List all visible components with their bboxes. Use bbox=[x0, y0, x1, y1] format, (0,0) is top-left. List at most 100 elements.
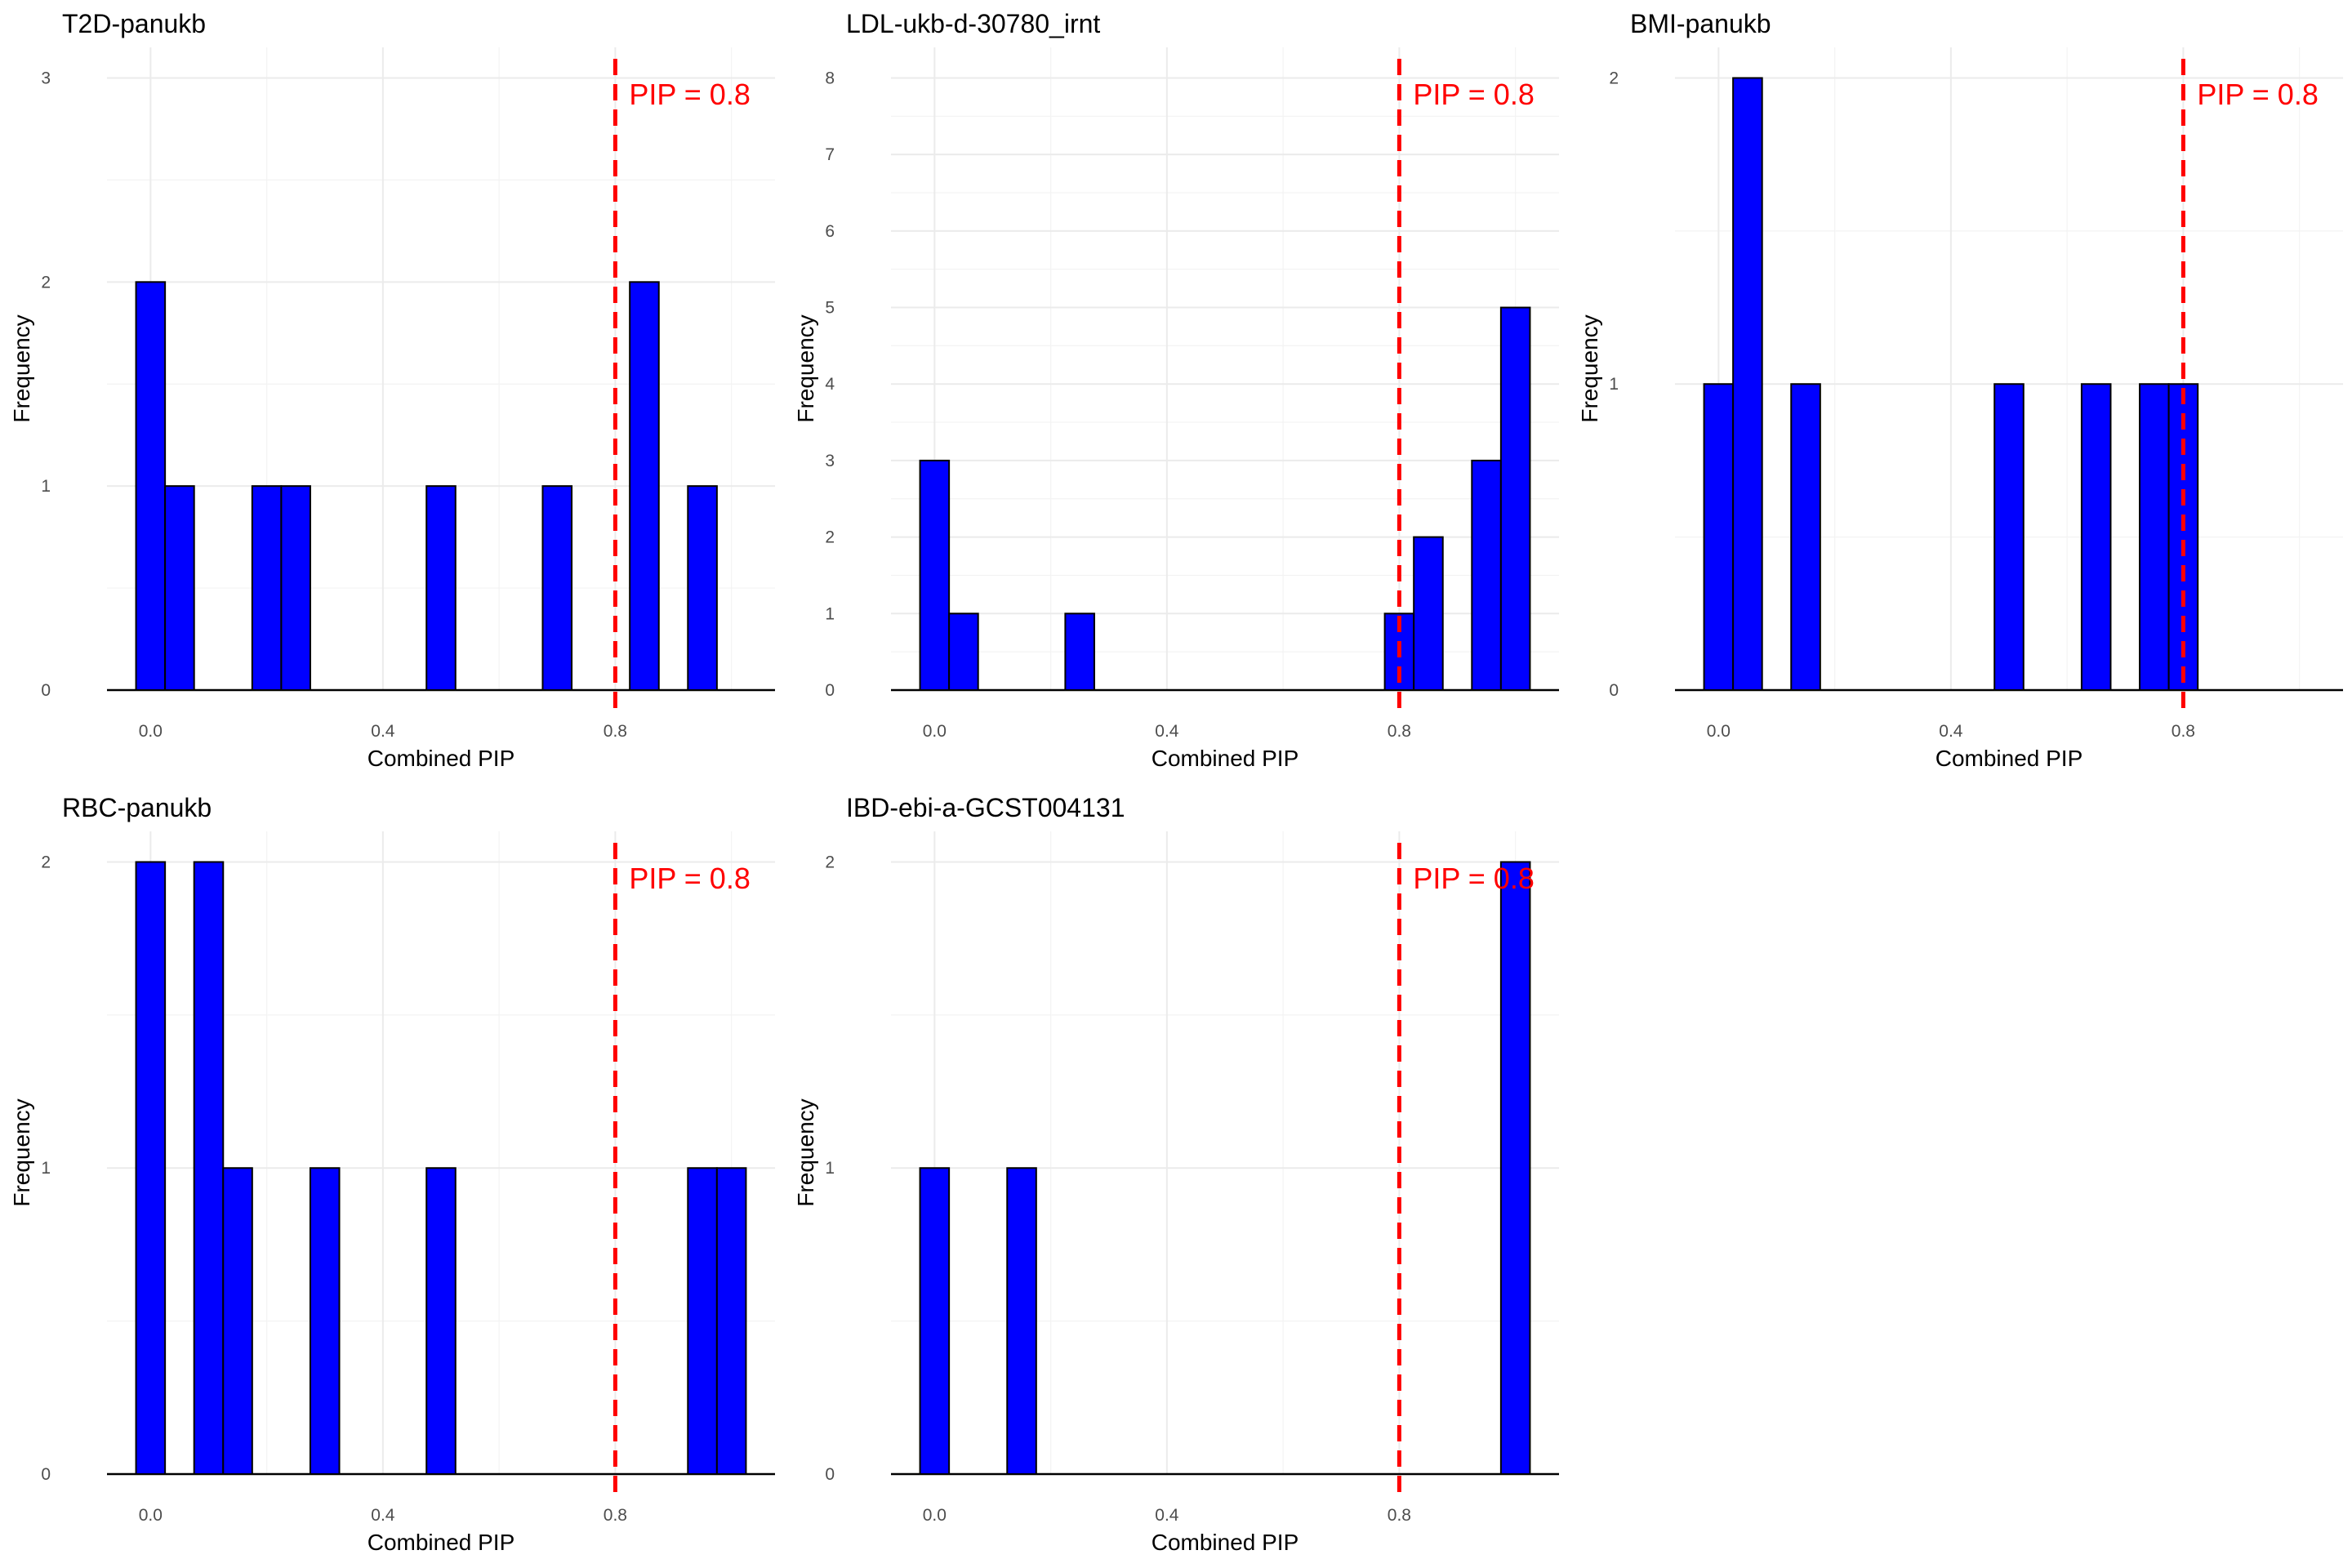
x-tick-label: 0.8 bbox=[2172, 722, 2195, 741]
histogram-bar bbox=[948, 612, 979, 691]
y-tick-label: 0 bbox=[41, 681, 51, 700]
y-tick-label: 7 bbox=[825, 145, 835, 164]
histogram-bar bbox=[251, 485, 283, 692]
histogram-panel-ibd: PIP = 0.8 0.0 0.4 0.8 0 1 2 Combined PIP Frequen… bbox=[784, 784, 1568, 1568]
x-tick-label: 0.4 bbox=[371, 1506, 395, 1525]
histogram-bar bbox=[193, 861, 225, 1475]
threshold-label: PIP = 0.8 bbox=[2197, 78, 2318, 111]
y-tick-label: 1 bbox=[41, 477, 51, 496]
y-tick-label: 1 bbox=[1609, 375, 1619, 394]
panel-title: T2D-panukb bbox=[62, 9, 206, 38]
threshold-label: PIP = 0.8 bbox=[1413, 78, 1534, 111]
y-tick-label: 0 bbox=[41, 1465, 51, 1484]
histogram-bar bbox=[1006, 1167, 1037, 1475]
chart-svg: PIP = 0.8 0.0 0.4 0.8 0 1 2 Combined PIP Frequen… bbox=[1577, 9, 2343, 771]
histogram-bar bbox=[2080, 383, 2112, 691]
histogram-bar bbox=[1993, 383, 2025, 691]
x-tick-label: 0.8 bbox=[1388, 1506, 1411, 1525]
histogram-bar bbox=[919, 459, 951, 692]
x-tick-label: 0.4 bbox=[371, 722, 395, 741]
histogram-bar bbox=[425, 485, 457, 692]
chart-svg: PIP = 0.8 0.0 0.4 0.8 0 1 2 3 Combined PIP Freque… bbox=[9, 9, 775, 771]
histogram-bar bbox=[2167, 383, 2199, 691]
y-tick-label: 6 bbox=[825, 222, 835, 241]
y-tick-label: 0 bbox=[825, 1465, 835, 1484]
threshold-label: PIP = 0.8 bbox=[629, 78, 750, 111]
histogram-bar bbox=[541, 485, 573, 692]
x-tick-label: 0.0 bbox=[1707, 722, 1731, 741]
chart-svg: PIP = 0.8 0.0 0.4 0.8 0 1 2 Combined PIP Frequen… bbox=[793, 793, 1559, 1555]
histogram-bar bbox=[164, 485, 195, 692]
y-axis-label: Frequency bbox=[793, 1098, 818, 1206]
y-tick-label: 2 bbox=[41, 853, 51, 871]
x-tick-label: 0.0 bbox=[923, 1506, 947, 1525]
y-axis-label: Frequency bbox=[9, 1098, 34, 1206]
y-axis-label: Frequency bbox=[793, 314, 818, 422]
panel-title: BMI-panukb bbox=[1630, 9, 1771, 38]
y-tick-label: 0 bbox=[1609, 681, 1619, 700]
histogram-bar bbox=[687, 485, 718, 692]
y-tick-label: 2 bbox=[825, 853, 835, 871]
histogram-bar bbox=[1064, 612, 1095, 691]
y-tick-label: 8 bbox=[825, 69, 835, 87]
y-tick-label: 4 bbox=[825, 375, 835, 394]
x-tick-label: 0.0 bbox=[139, 722, 163, 741]
y-tick-label: 2 bbox=[41, 273, 51, 292]
x-axis-label: Combined PIP bbox=[1152, 746, 1299, 771]
y-tick-label: 2 bbox=[1609, 69, 1619, 87]
histogram-bar bbox=[1499, 306, 1531, 691]
y-tick-label: 2 bbox=[825, 528, 835, 547]
threshold-label: PIP = 0.8 bbox=[629, 862, 750, 895]
histogram-panel-t2d: PIP = 0.8 0.0 0.4 0.8 0 1 2 3 Combined PIP Freque… bbox=[0, 0, 784, 784]
histogram-bar bbox=[309, 1167, 341, 1475]
histogram-bar bbox=[1790, 383, 1821, 691]
histogram-bar bbox=[2139, 383, 2170, 691]
y-tick-label: 1 bbox=[825, 604, 835, 623]
panel-title: IBD-ebi-a-GCST004131 bbox=[846, 793, 1125, 822]
histogram-bar bbox=[1413, 536, 1444, 691]
panel-title: RBC-panukb bbox=[62, 793, 212, 822]
y-axis-label: Frequency bbox=[1577, 314, 1602, 422]
histogram-panel-rbc: PIP = 0.8 0.0 0.4 0.8 0 1 2 Combined PIP Frequen… bbox=[0, 784, 784, 1568]
x-tick-label: 0.4 bbox=[1155, 722, 1179, 741]
histogram-bar bbox=[715, 1167, 747, 1475]
x-tick-label: 0.8 bbox=[1388, 722, 1411, 741]
y-tick-label: 3 bbox=[825, 452, 835, 470]
gridlines bbox=[891, 47, 1559, 691]
y-tick-label: 1 bbox=[825, 1159, 835, 1178]
histogram-panel-bmi: PIP = 0.8 0.0 0.4 0.8 0 1 2 Combined PIP Frequen… bbox=[1568, 0, 2352, 784]
histogram-bar bbox=[919, 1167, 951, 1475]
chart-svg: PIP = 0.8 0.0 0.4 0.8 0 1 2 3 4 5 6 7 8 Combined PIP F… bbox=[793, 9, 1559, 771]
histogram-bar bbox=[687, 1167, 718, 1475]
y-tick-label: 1 bbox=[41, 1159, 51, 1178]
histogram-bar bbox=[1732, 77, 1763, 691]
histogram-bar bbox=[135, 861, 167, 1475]
histogram-bar bbox=[629, 281, 660, 691]
histogram-bar bbox=[425, 1167, 457, 1475]
panel-title: LDL-ukb-d-30780_irnt bbox=[846, 9, 1100, 38]
x-tick-label: 0.0 bbox=[923, 722, 947, 741]
x-tick-label: 0.4 bbox=[1939, 722, 1963, 741]
x-tick-label: 0.4 bbox=[1155, 1506, 1179, 1525]
x-axis-label: Combined PIP bbox=[368, 746, 515, 771]
histogram-panel-ldl: PIP = 0.8 0.0 0.4 0.8 0 1 2 3 4 5 6 7 8 Combined PIP F… bbox=[784, 0, 1568, 784]
x-axis-label: Combined PIP bbox=[1936, 746, 2083, 771]
histogram-bar bbox=[280, 485, 311, 692]
histogram-bar bbox=[1703, 383, 1735, 691]
x-tick-label: 0.0 bbox=[139, 1506, 163, 1525]
x-tick-label: 0.8 bbox=[604, 722, 627, 741]
histogram-bar bbox=[1471, 459, 1502, 692]
y-tick-label: 3 bbox=[41, 69, 51, 87]
y-tick-label: 5 bbox=[825, 299, 835, 318]
y-axis-label: Frequency bbox=[9, 314, 34, 422]
chart-svg: PIP = 0.8 0.0 0.4 0.8 0 1 2 Combined PIP Frequen… bbox=[9, 793, 775, 1555]
histogram-bar bbox=[135, 281, 167, 691]
x-axis-label: Combined PIP bbox=[368, 1530, 515, 1555]
histogram-bar bbox=[222, 1167, 253, 1475]
y-tick-label: 0 bbox=[825, 681, 835, 700]
histogram-bar bbox=[1499, 861, 1531, 1475]
x-axis-label: Combined PIP bbox=[1152, 1530, 1299, 1555]
threshold-label: PIP = 0.8 bbox=[1413, 862, 1534, 895]
gridlines bbox=[891, 831, 1559, 1475]
x-tick-label: 0.8 bbox=[604, 1506, 627, 1525]
